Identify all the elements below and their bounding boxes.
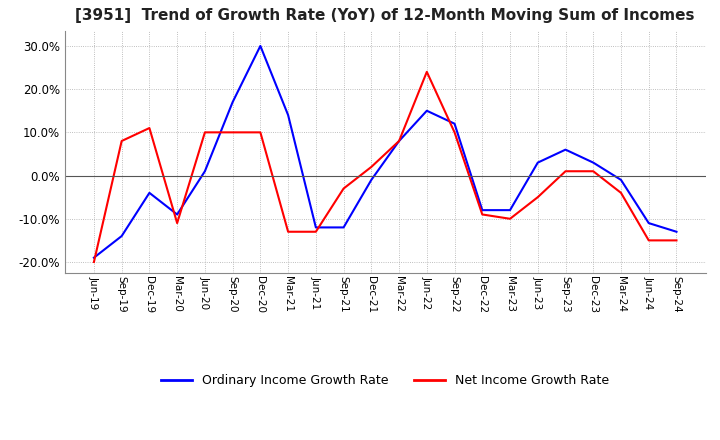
Line: Ordinary Income Growth Rate: Ordinary Income Growth Rate bbox=[94, 46, 677, 258]
Ordinary Income Growth Rate bbox=[478, 208, 487, 213]
Legend: Ordinary Income Growth Rate, Net Income Growth Rate: Ordinary Income Growth Rate, Net Income … bbox=[156, 370, 614, 392]
Ordinary Income Growth Rate bbox=[145, 190, 154, 195]
Ordinary Income Growth Rate bbox=[589, 160, 598, 165]
Net Income Growth Rate bbox=[117, 138, 126, 143]
Net Income Growth Rate bbox=[478, 212, 487, 217]
Ordinary Income Growth Rate bbox=[423, 108, 431, 114]
Net Income Growth Rate bbox=[312, 229, 320, 235]
Ordinary Income Growth Rate bbox=[505, 208, 514, 213]
Ordinary Income Growth Rate bbox=[395, 138, 403, 143]
Net Income Growth Rate bbox=[672, 238, 681, 243]
Ordinary Income Growth Rate bbox=[117, 234, 126, 239]
Ordinary Income Growth Rate bbox=[561, 147, 570, 152]
Net Income Growth Rate bbox=[256, 130, 265, 135]
Ordinary Income Growth Rate bbox=[616, 177, 625, 183]
Ordinary Income Growth Rate bbox=[312, 225, 320, 230]
Net Income Growth Rate bbox=[89, 259, 98, 264]
Ordinary Income Growth Rate bbox=[534, 160, 542, 165]
Net Income Growth Rate bbox=[173, 220, 181, 226]
Net Income Growth Rate bbox=[339, 186, 348, 191]
Ordinary Income Growth Rate bbox=[256, 43, 265, 48]
Ordinary Income Growth Rate bbox=[339, 225, 348, 230]
Net Income Growth Rate bbox=[505, 216, 514, 221]
Title: [3951]  Trend of Growth Rate (YoY) of 12-Month Moving Sum of Incomes: [3951] Trend of Growth Rate (YoY) of 12-… bbox=[76, 7, 695, 23]
Ordinary Income Growth Rate bbox=[450, 121, 459, 126]
Net Income Growth Rate bbox=[561, 169, 570, 174]
Net Income Growth Rate bbox=[644, 238, 653, 243]
Net Income Growth Rate bbox=[395, 138, 403, 143]
Ordinary Income Growth Rate bbox=[367, 177, 376, 183]
Net Income Growth Rate bbox=[616, 190, 625, 195]
Net Income Growth Rate bbox=[589, 169, 598, 174]
Net Income Growth Rate bbox=[423, 69, 431, 74]
Net Income Growth Rate bbox=[284, 229, 292, 235]
Net Income Growth Rate bbox=[145, 125, 154, 131]
Ordinary Income Growth Rate bbox=[284, 113, 292, 118]
Ordinary Income Growth Rate bbox=[672, 229, 681, 235]
Ordinary Income Growth Rate bbox=[201, 169, 210, 174]
Net Income Growth Rate bbox=[201, 130, 210, 135]
Ordinary Income Growth Rate bbox=[644, 220, 653, 226]
Line: Net Income Growth Rate: Net Income Growth Rate bbox=[94, 72, 677, 262]
Net Income Growth Rate bbox=[534, 194, 542, 200]
Ordinary Income Growth Rate bbox=[228, 99, 237, 105]
Net Income Growth Rate bbox=[367, 164, 376, 169]
Net Income Growth Rate bbox=[450, 130, 459, 135]
Ordinary Income Growth Rate bbox=[89, 255, 98, 260]
Net Income Growth Rate bbox=[228, 130, 237, 135]
Ordinary Income Growth Rate bbox=[173, 212, 181, 217]
